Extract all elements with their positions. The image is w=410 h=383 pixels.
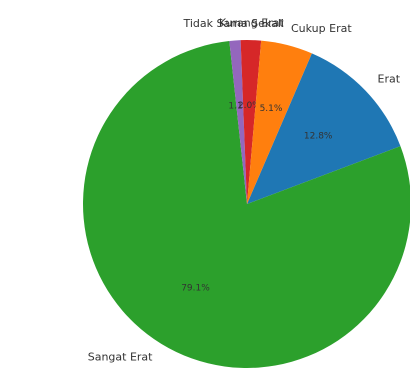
pie-slice-erat: [247, 53, 401, 205]
slice-value-kurang-erat: 2.0%: [238, 101, 261, 111]
slice-label-tidak-sama-sekali: Tidak Sama Sekali: [182, 17, 283, 30]
slice-label-erat: Erat: [378, 72, 401, 85]
pie-slice-cukup-erat: [247, 40, 312, 204]
slice-value-sangat-erat: 79.1%: [181, 283, 210, 293]
slice-value-tidak-sama-sekali: 1.1%: [228, 101, 251, 111]
slice-label-kurang-erat: Kurang Erat: [219, 17, 285, 30]
pie-slice-sangat-erat: [83, 40, 410, 369]
slice-value-erat: 12.8%: [304, 132, 333, 142]
pie-slice-kurang-erat: [240, 39, 262, 204]
slice-label-cukup-erat: Cukup Erat: [291, 22, 352, 35]
slice-value-cukup-erat: 5.1%: [260, 104, 283, 114]
pie-slice-tidak-sama-sekali: [229, 40, 247, 205]
slice-label-sangat-erat: Sangat Erat: [88, 351, 153, 364]
